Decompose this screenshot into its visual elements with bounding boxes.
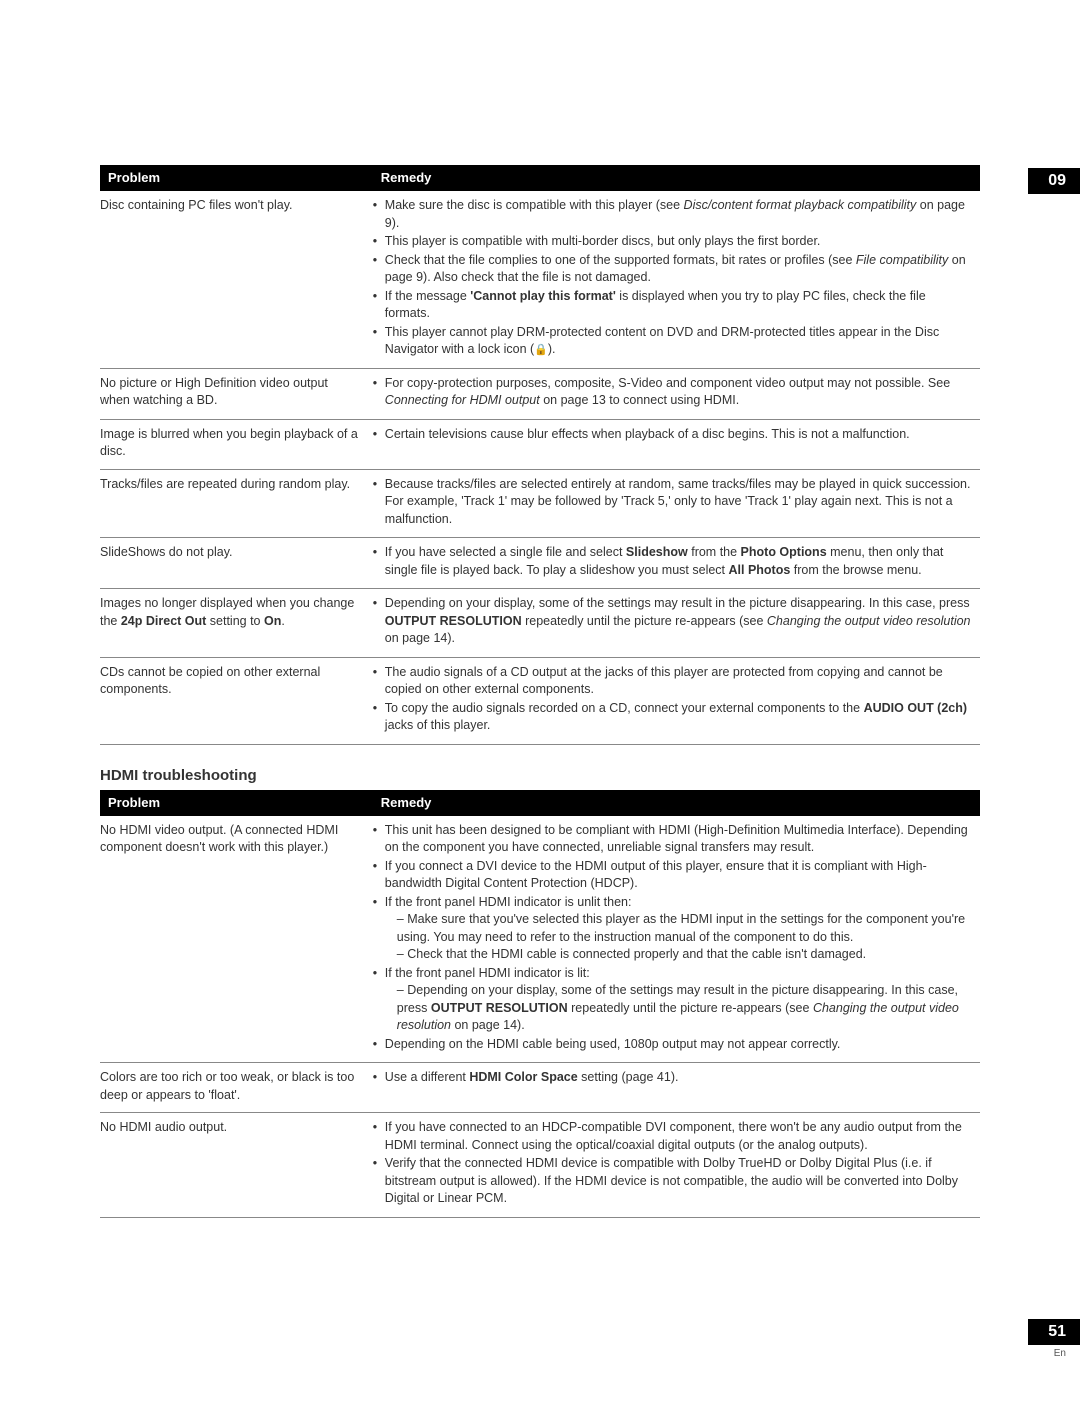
problem-cell: SlideShows do not play. — [100, 538, 373, 589]
hdmi-section-heading: HDMI troubleshooting — [100, 767, 980, 784]
problem-cell: No HDMI video output. (A connected HDMI … — [100, 816, 373, 1063]
table-row: CDs cannot be copied on other external c… — [100, 657, 980, 744]
remedy-cell: For copy-protection purposes, composite,… — [373, 368, 980, 419]
table-row: Images no longer displayed when you chan… — [100, 589, 980, 658]
remedy-cell: Certain televisions cause blur effects w… — [373, 419, 980, 469]
page-number-badge: 51 — [1028, 1319, 1080, 1345]
table2-header-remedy: Remedy — [373, 790, 980, 816]
problem-cell: Images no longer displayed when you chan… — [100, 589, 373, 658]
troubleshooting-table-1: Problem Remedy Disc containing PC files … — [100, 165, 980, 745]
table2-header-problem: Problem — [100, 790, 373, 816]
table-row: Tracks/files are repeated during random … — [100, 469, 980, 538]
remedy-cell: Because tracks/files are selected entire… — [373, 469, 980, 538]
remedy-cell: If you have connected to an HDCP-compati… — [373, 1113, 980, 1218]
table-row: No picture or High Definition video outp… — [100, 368, 980, 419]
table2-body: No HDMI video output. (A connected HDMI … — [100, 816, 980, 1218]
problem-cell: Disc containing PC files won't play. — [100, 191, 373, 368]
problem-cell: CDs cannot be copied on other external c… — [100, 657, 373, 744]
table-row: Image is blurred when you begin playback… — [100, 419, 980, 469]
troubleshooting-table-2: Problem Remedy No HDMI video output. (A … — [100, 790, 980, 1218]
remedy-cell: Use a different HDMI Color Space setting… — [373, 1063, 980, 1113]
problem-cell: No HDMI audio output. — [100, 1113, 373, 1218]
remedy-cell: If you have selected a single file and s… — [373, 538, 980, 589]
language-label: En — [1054, 1348, 1066, 1359]
table-row: Colors are too rich or too weak, or blac… — [100, 1063, 980, 1113]
table1-header-remedy: Remedy — [373, 165, 980, 191]
problem-cell: No picture or High Definition video outp… — [100, 368, 373, 419]
remedy-cell: The audio signals of a CD output at the … — [373, 657, 980, 744]
problem-cell: Image is blurred when you begin playback… — [100, 419, 373, 469]
table-row: SlideShows do not play.If you have selec… — [100, 538, 980, 589]
table-row: Disc containing PC files won't play.Make… — [100, 191, 980, 368]
problem-cell: Colors are too rich or too weak, or blac… — [100, 1063, 373, 1113]
problem-cell: Tracks/files are repeated during random … — [100, 469, 373, 538]
table1-header-problem: Problem — [100, 165, 373, 191]
remedy-cell: This unit has been designed to be compli… — [373, 816, 980, 1063]
table-row: No HDMI audio output.If you have connect… — [100, 1113, 980, 1218]
remedy-cell: Make sure the disc is compatible with th… — [373, 191, 980, 368]
remedy-cell: Depending on your display, some of the s… — [373, 589, 980, 658]
table-row: No HDMI video output. (A connected HDMI … — [100, 816, 980, 1063]
chapter-number-badge: 09 — [1028, 168, 1080, 194]
table1-body: Disc containing PC files won't play.Make… — [100, 191, 980, 744]
page-content: Problem Remedy Disc containing PC files … — [0, 0, 1080, 1218]
